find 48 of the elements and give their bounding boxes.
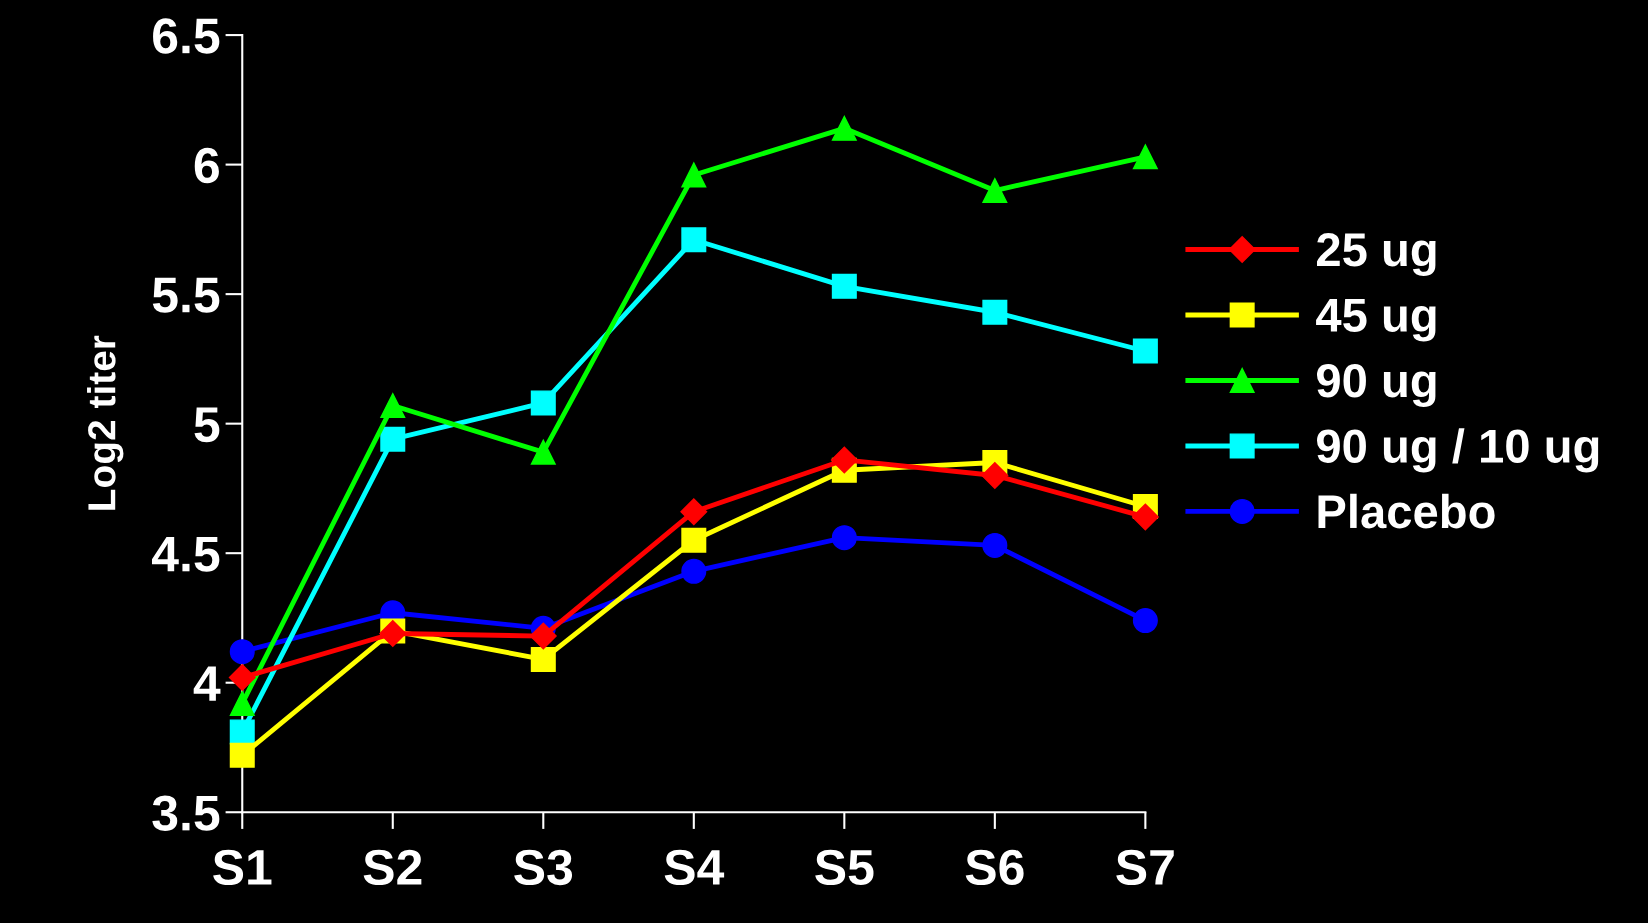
point: [530, 646, 556, 672]
point: [1131, 503, 1159, 531]
y-tick-label: 4.5: [151, 536, 220, 572]
y-tick-label: 6.5: [153, 18, 220, 54]
point: [529, 622, 557, 650]
y-tick-label: 4: [193, 666, 221, 701]
point: [229, 690, 255, 716]
legend-label: 45 ug: [1316, 299, 1436, 342]
point: [981, 462, 1009, 489]
point: [681, 558, 707, 584]
x-tick-label: S6: [965, 849, 1024, 886]
x-tick-label: S1: [213, 849, 272, 886]
x-tick-label: S2: [363, 849, 422, 886]
y-tick-label: 5: [194, 407, 220, 443]
point: [982, 532, 1008, 558]
point: [380, 426, 406, 452]
point: [681, 527, 707, 553]
point: [1132, 338, 1158, 364]
point: [830, 446, 858, 474]
point: [831, 273, 857, 299]
point: [831, 525, 857, 551]
point: [229, 639, 255, 665]
point: [229, 719, 255, 745]
legend-label: Placebo: [1318, 493, 1495, 529]
x-tick-label: S4: [664, 849, 725, 886]
point: [1132, 608, 1158, 634]
point: [530, 390, 556, 416]
point: [1132, 144, 1158, 170]
y-tick-label: 5.5: [152, 277, 220, 313]
x-tick-label: S5: [815, 849, 874, 886]
y-axis-title: Log2 titer: [87, 335, 124, 510]
point: [681, 227, 707, 253]
point: [982, 178, 1008, 204]
x-tick-label: S3: [514, 849, 573, 886]
point: [831, 115, 857, 141]
point: [680, 498, 708, 526]
legend-label: 90 ug: [1317, 364, 1436, 408]
point: [228, 664, 256, 691]
point: [380, 393, 406, 419]
legend-label: 25 ug: [1317, 233, 1436, 277]
y-tick-label: 6: [194, 147, 219, 184]
point: [530, 439, 556, 465]
legend-label: 90 ug / 10 ug: [1317, 428, 1599, 473]
point: [982, 299, 1008, 325]
y-tick-label: 3.5: [152, 795, 220, 831]
x-tick-label: S7: [1116, 849, 1174, 886]
point: [229, 742, 255, 768]
point: [681, 162, 707, 188]
